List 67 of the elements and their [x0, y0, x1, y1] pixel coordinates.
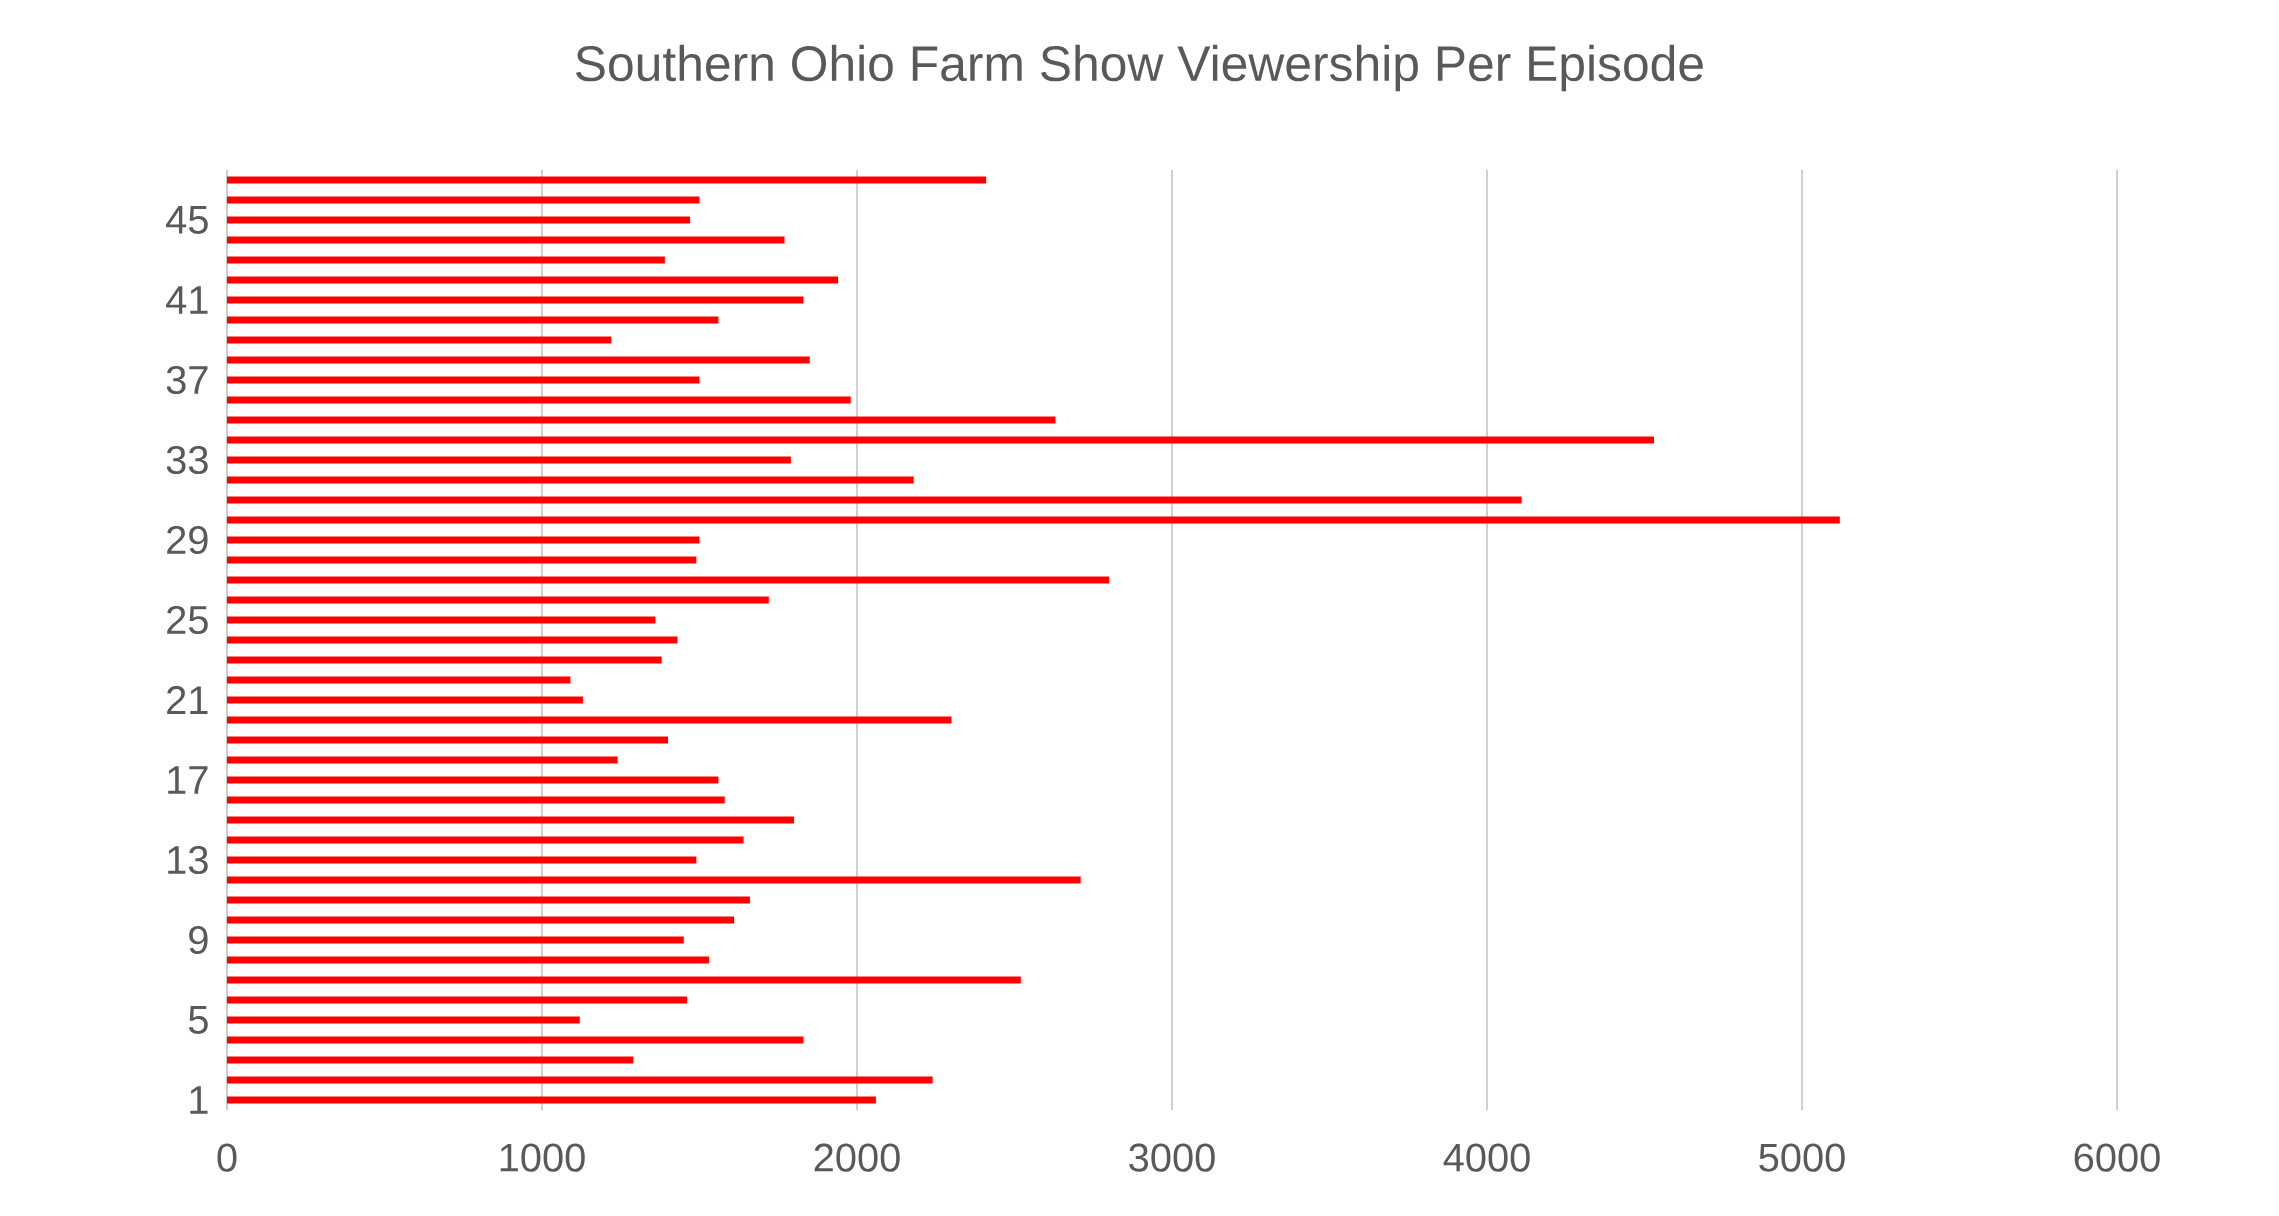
bar — [227, 416, 1056, 424]
bar — [227, 596, 769, 604]
x-tick-label: 4000 — [1443, 1143, 1530, 1172]
x-tick-label: 3000 — [1129, 1143, 1215, 1172]
bar — [227, 456, 791, 464]
chart-title: Southern Ohio Farm Show Viewership Per Episode — [576, 44, 1703, 92]
y-tick-label: 29 — [167, 525, 208, 555]
bar — [227, 836, 744, 844]
y-tick-label: 9 — [189, 925, 208, 955]
bar — [227, 496, 1522, 504]
bar — [227, 876, 1081, 884]
bar — [227, 916, 735, 924]
bar — [227, 716, 952, 724]
bar — [227, 1016, 580, 1024]
bar — [227, 296, 804, 304]
bar — [227, 976, 1021, 984]
x-tick-label: 2000 — [814, 1143, 900, 1172]
bar — [227, 956, 709, 964]
bar — [227, 436, 1654, 444]
x-tick-label: 1000 — [500, 1143, 585, 1172]
bar — [227, 1076, 933, 1084]
bar — [227, 336, 612, 344]
bar — [227, 736, 668, 744]
y-tick-label: 17 — [168, 766, 208, 794]
bar — [227, 996, 687, 1004]
bar — [227, 1056, 634, 1064]
bar — [227, 656, 662, 664]
bar — [227, 576, 1109, 584]
y-tick-label: 45 — [166, 206, 208, 234]
bar — [227, 816, 794, 824]
bar — [227, 556, 697, 564]
bar — [227, 356, 810, 364]
bar — [227, 636, 678, 644]
y-tick-label: 1 — [190, 1086, 208, 1114]
bar — [227, 316, 719, 324]
bar — [227, 376, 700, 384]
bar — [227, 536, 700, 544]
bar — [227, 676, 571, 684]
y-tick-label: 13 — [168, 845, 208, 875]
bar — [227, 796, 725, 804]
y-tick-label: 21 — [167, 686, 208, 714]
bar — [227, 276, 839, 284]
bar — [227, 236, 785, 244]
bar — [227, 476, 914, 484]
bar — [227, 516, 1840, 524]
bar — [227, 896, 750, 904]
bar — [227, 396, 851, 404]
y-tick-label: 5 — [188, 1006, 208, 1034]
bar — [227, 1036, 804, 1044]
y-tick-label: 41 — [166, 286, 208, 314]
bar — [227, 756, 618, 764]
bar — [227, 176, 987, 184]
bar — [227, 696, 583, 704]
bar — [227, 856, 697, 864]
bar — [227, 196, 700, 204]
bar — [227, 216, 691, 224]
x-tick-label: 0 — [217, 1143, 237, 1172]
bar — [227, 616, 656, 624]
bar — [227, 936, 684, 944]
bar — [227, 776, 719, 784]
bar — [227, 1096, 876, 1104]
bar — [227, 256, 665, 264]
y-tick-label: 25 — [167, 605, 208, 635]
x-tick-label: 6000 — [2074, 1143, 2160, 1172]
y-tick-label: 37 — [166, 365, 208, 395]
y-tick-label: 33 — [166, 445, 208, 475]
x-tick-label: 5000 — [1759, 1143, 1845, 1172]
